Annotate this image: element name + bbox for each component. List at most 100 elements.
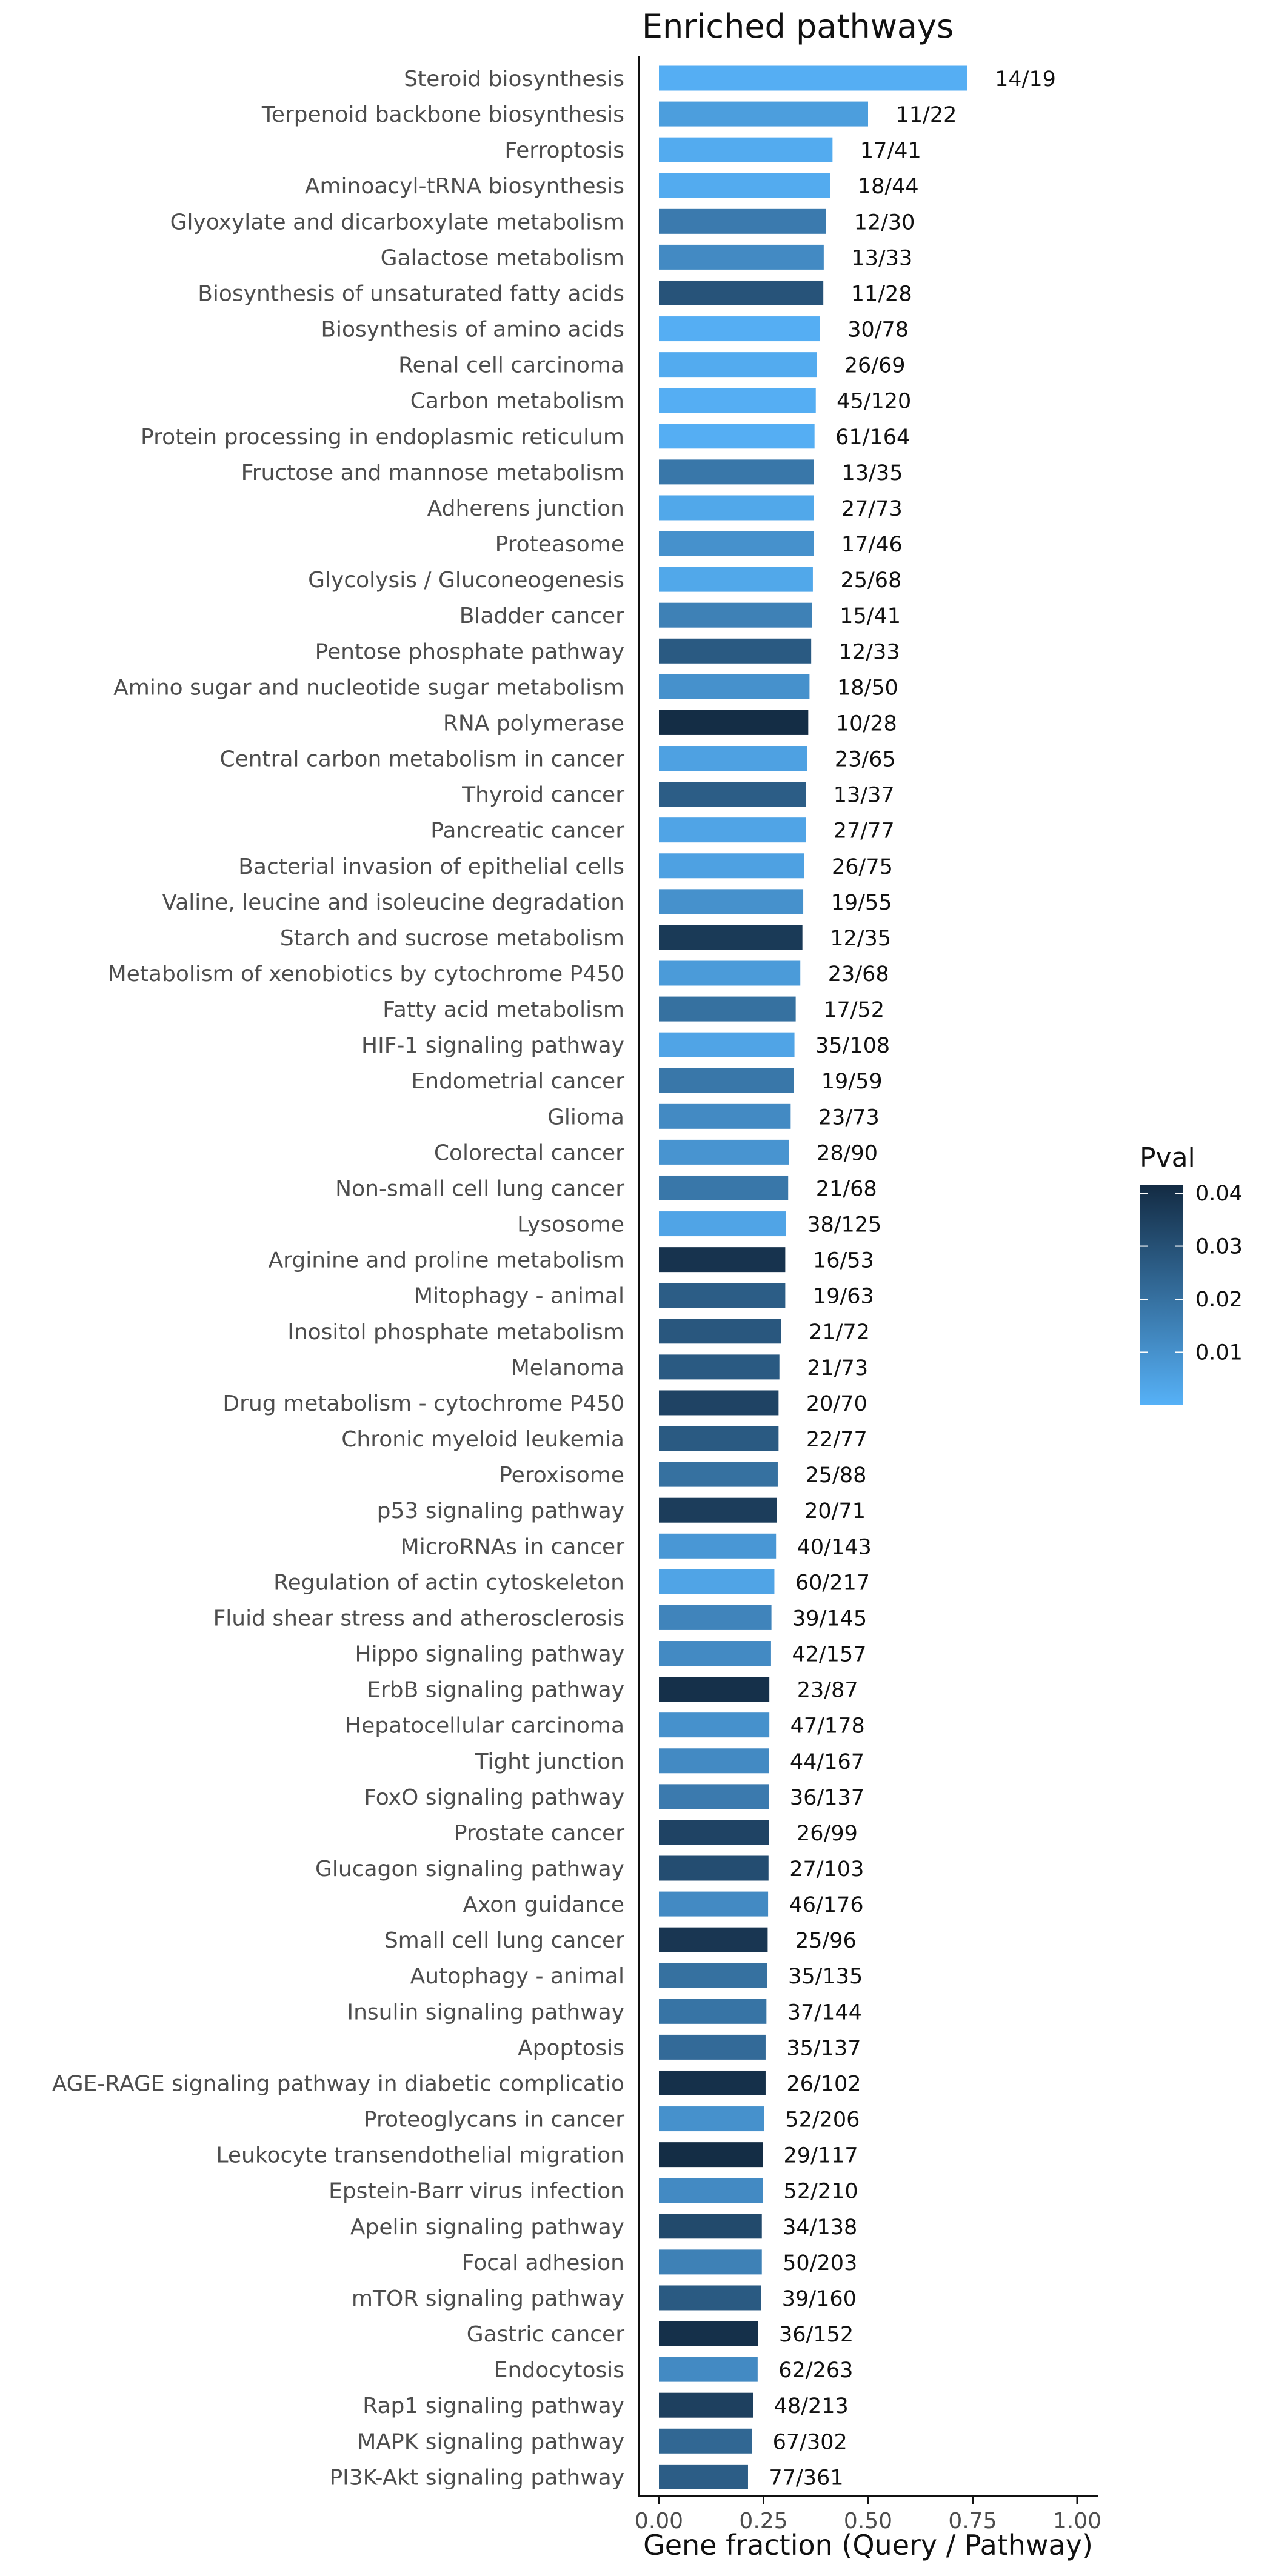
y-tick-label: Proteasome <box>495 532 624 557</box>
bar-value-label: 77/361 <box>769 2466 843 2490</box>
bar <box>659 1390 779 1416</box>
y-tick-label: p53 signaling pathway <box>377 1499 624 1523</box>
bar-value-label: 36/137 <box>790 1786 864 1810</box>
bar <box>659 1462 778 1487</box>
bar <box>659 1319 781 1344</box>
bar <box>659 1426 779 1451</box>
bar <box>659 531 814 556</box>
y-axis-labels: Steroid biosynthesis Terpenoid backbone b… <box>52 67 624 2490</box>
bar-value-label: 27/77 <box>834 819 895 844</box>
x-axis-title: Gene fraction (Query / Pathway) <box>643 2529 1093 2561</box>
bar <box>659 1784 769 1809</box>
bar <box>659 1963 767 1988</box>
bar <box>659 782 806 807</box>
bar-value-label: 23/73 <box>818 1105 880 1130</box>
y-tick-label: Apelin signaling pathway <box>350 2215 624 2240</box>
y-tick-label: Inositol phosphate metabolism <box>287 1320 624 1345</box>
bar <box>659 1927 768 1952</box>
bar <box>659 1354 780 1380</box>
bar-value-label: 29/117 <box>784 2144 858 2168</box>
bar-value-label: 39/160 <box>782 2287 857 2311</box>
y-tick-label: Amino sugar and nucleotide sugar metabol… <box>113 675 624 700</box>
y-tick-label: Gastric cancer <box>467 2322 624 2347</box>
bar-value-labels: 14/19 11/22 17/41 18/44 12/30 13/33 11/28 30/78… <box>769 67 1056 2490</box>
bar <box>659 1748 769 1774</box>
x-tick-label: 0.25 <box>739 2509 787 2534</box>
y-tick-label: Pancreatic cancer <box>430 819 624 844</box>
bar <box>659 352 817 378</box>
y-tick-label: Bladder cancer <box>459 604 624 628</box>
bar-value-label: 25/68 <box>840 568 901 593</box>
y-tick-label: Small cell lung cancer <box>384 1928 624 1953</box>
bar <box>659 2321 758 2346</box>
y-tick-label: Drug metabolism - cytochrome P450 <box>222 1391 624 1416</box>
bar-value-label: 14/19 <box>995 67 1056 92</box>
y-tick-label: Terpenoid backbone biosynthesis <box>261 102 624 127</box>
y-tick-label: Galactose metabolism <box>381 245 624 270</box>
bar <box>659 746 807 771</box>
y-tick-label: Protein processing in endoplasmic reticu… <box>141 425 624 450</box>
bar-value-label: 13/37 <box>834 784 895 808</box>
bar <box>659 2428 752 2454</box>
bar <box>659 424 815 449</box>
y-tick-label: FoxO signaling pathway <box>364 1785 624 1810</box>
bar <box>659 1283 786 1308</box>
legend-title: Pval <box>1140 1142 1195 1173</box>
bar-value-label: 26/75 <box>832 855 893 879</box>
bar-value-label: 17/41 <box>860 139 921 163</box>
y-tick-label: Metabolism of xenobiotics by cytochrome … <box>108 962 624 987</box>
y-tick-label: HIF-1 signaling pathway <box>361 1033 624 1058</box>
y-tick-label: Aminoacyl-tRNA biosynthesis <box>305 174 624 199</box>
x-tick-label: 0.75 <box>948 2509 997 2534</box>
y-tick-label: Epstein-Barr virus infection <box>329 2179 624 2204</box>
y-tick-label: Non-small cell lung cancer <box>335 1176 624 1201</box>
y-tick-label: Glycolysis / Gluconeogenesis <box>308 568 624 593</box>
bar <box>659 889 804 914</box>
y-tick-label: Focal adhesion <box>462 2251 624 2275</box>
bar-value-label: 19/55 <box>831 891 892 915</box>
bar-value-label: 45/120 <box>837 390 911 414</box>
bar-value-label: 21/68 <box>816 1177 877 1201</box>
y-tick-label: Hepatocellular carcinoma <box>345 1714 624 1739</box>
bar-value-label: 20/71 <box>804 1499 866 1523</box>
bar-value-label: 38/125 <box>807 1213 881 1237</box>
bar-value-label: 61/164 <box>835 425 910 450</box>
y-tick-label: Ferroptosis <box>504 138 624 163</box>
bar <box>659 2214 762 2239</box>
bar-value-label: 10/28 <box>836 711 897 736</box>
bar <box>659 2285 761 2311</box>
bar-value-label: 30/78 <box>847 318 909 342</box>
y-tick-label: Fatty acid metabolism <box>383 997 624 1022</box>
legend: Pval 0.01 0.02 0.03 0.04 <box>1140 1142 1243 1405</box>
y-tick-label: MAPK signaling pathway <box>357 2429 624 2454</box>
bar-value-label: 12/30 <box>854 210 915 235</box>
bar-value-label: 37/144 <box>787 2000 862 2025</box>
bar <box>659 1569 775 1594</box>
bar-value-label: 23/65 <box>835 748 896 772</box>
bar-value-label: 12/33 <box>839 640 900 664</box>
bar-value-label: 25/96 <box>795 1929 857 1953</box>
bar-value-label: 25/88 <box>806 1463 867 1488</box>
y-tick-label: Endometrial cancer <box>412 1069 625 1094</box>
bar-value-label: 34/138 <box>783 2215 857 2240</box>
bar <box>659 2106 764 2132</box>
bar <box>659 137 833 162</box>
bar <box>659 2249 762 2275</box>
bar <box>659 1211 786 1237</box>
bar-value-label: 17/52 <box>823 998 884 1022</box>
y-tick-label: Colorectal cancer <box>434 1140 624 1165</box>
bar <box>659 388 816 413</box>
bar-value-label: 13/33 <box>851 246 912 270</box>
y-tick-label: Carbon metabolism <box>410 389 624 414</box>
bar <box>659 1175 789 1200</box>
y-tick-label: Mitophagy - animal <box>414 1284 624 1309</box>
bar-value-label: 13/35 <box>842 461 903 485</box>
y-tick-label: Fructose and mannose metabolism <box>241 461 624 485</box>
y-tick-label: Starch and sucrose metabolism <box>280 926 624 951</box>
bar-value-label: 17/46 <box>841 533 903 557</box>
x-tick-label: 1.00 <box>1053 2509 1101 2534</box>
bar <box>659 459 814 485</box>
bar <box>659 1247 786 1273</box>
y-tick-label: mTOR signaling pathway <box>352 2286 624 2311</box>
y-tick-label: RNA polymerase <box>443 711 624 736</box>
